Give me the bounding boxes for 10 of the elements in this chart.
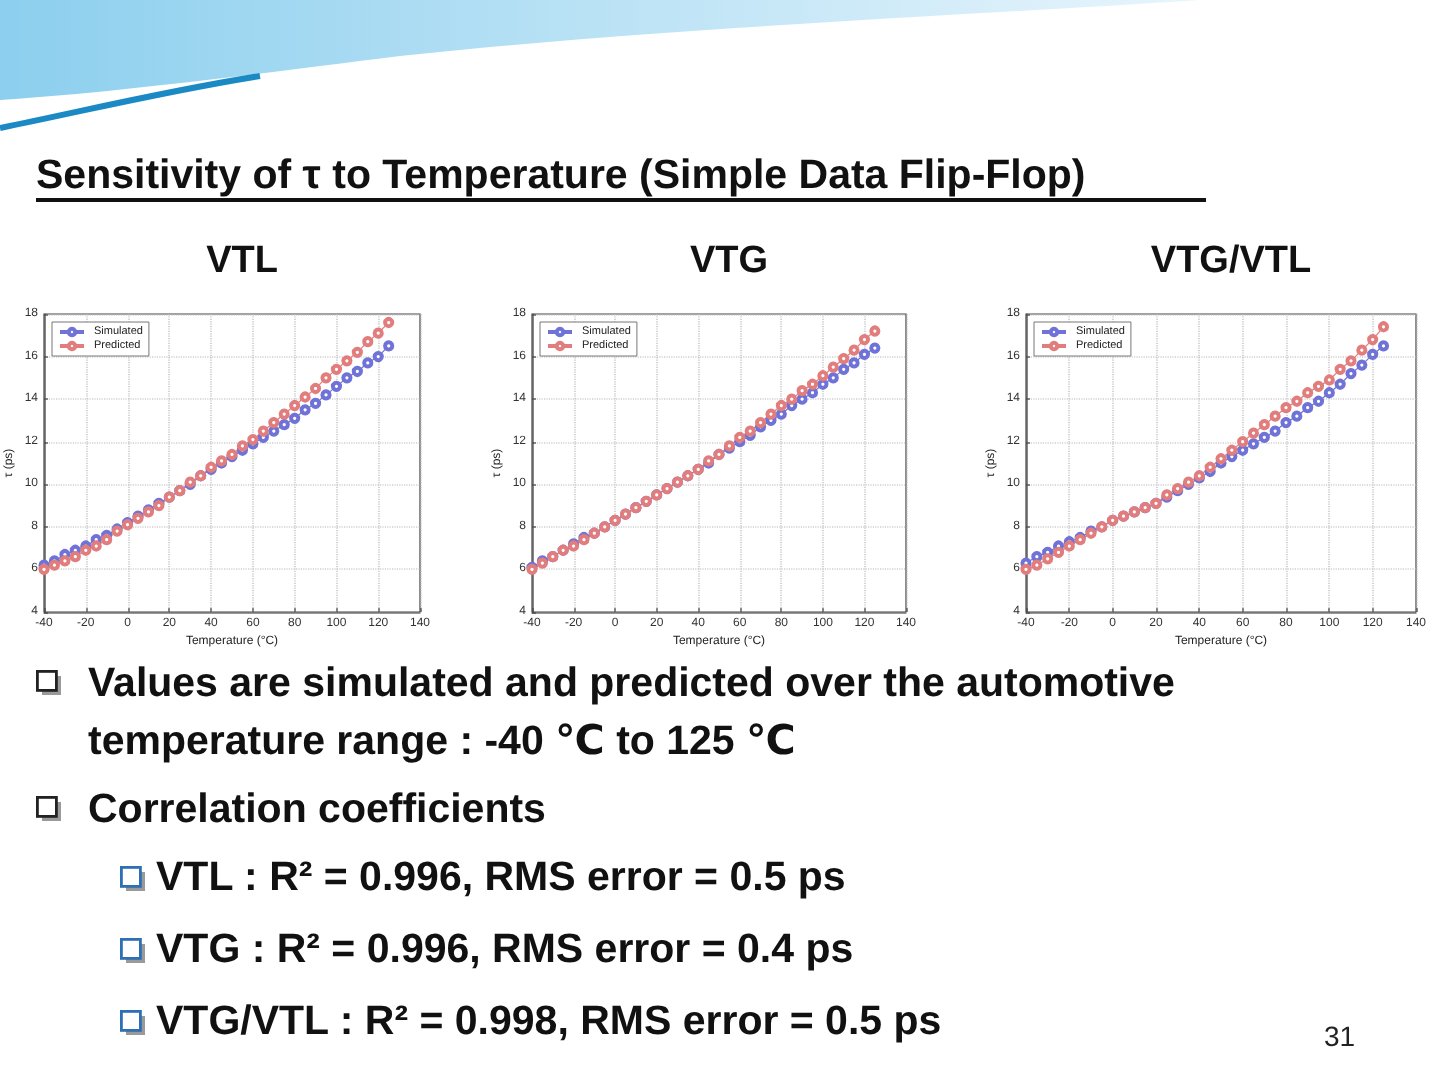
text: 31 — [1324, 1020, 1356, 1052]
chart-title: VTG/VTL — [1150, 240, 1312, 282]
text: Sensitivity of τ to Temperature (Simple Data Flip-Flop) — [36, 152, 1206, 202]
text: VTL : R² = 0.996, RMS error = 0.5 ps — [156, 854, 846, 900]
text: Correlation coefficients — [88, 786, 546, 832]
chart-title: VTL — [206, 240, 279, 282]
text: VTG : R² = 0.996, RMS error = 0.4 ps — [156, 926, 854, 972]
chart-title: VTG — [689, 240, 769, 282]
text: Values are simulated and predicted over the automotive temperature range : -40 ℃ to 125 ℃ — [88, 660, 1175, 764]
text: VTG/VTL : R² = 0.998, RMS error = 0.5 ps — [156, 998, 942, 1044]
